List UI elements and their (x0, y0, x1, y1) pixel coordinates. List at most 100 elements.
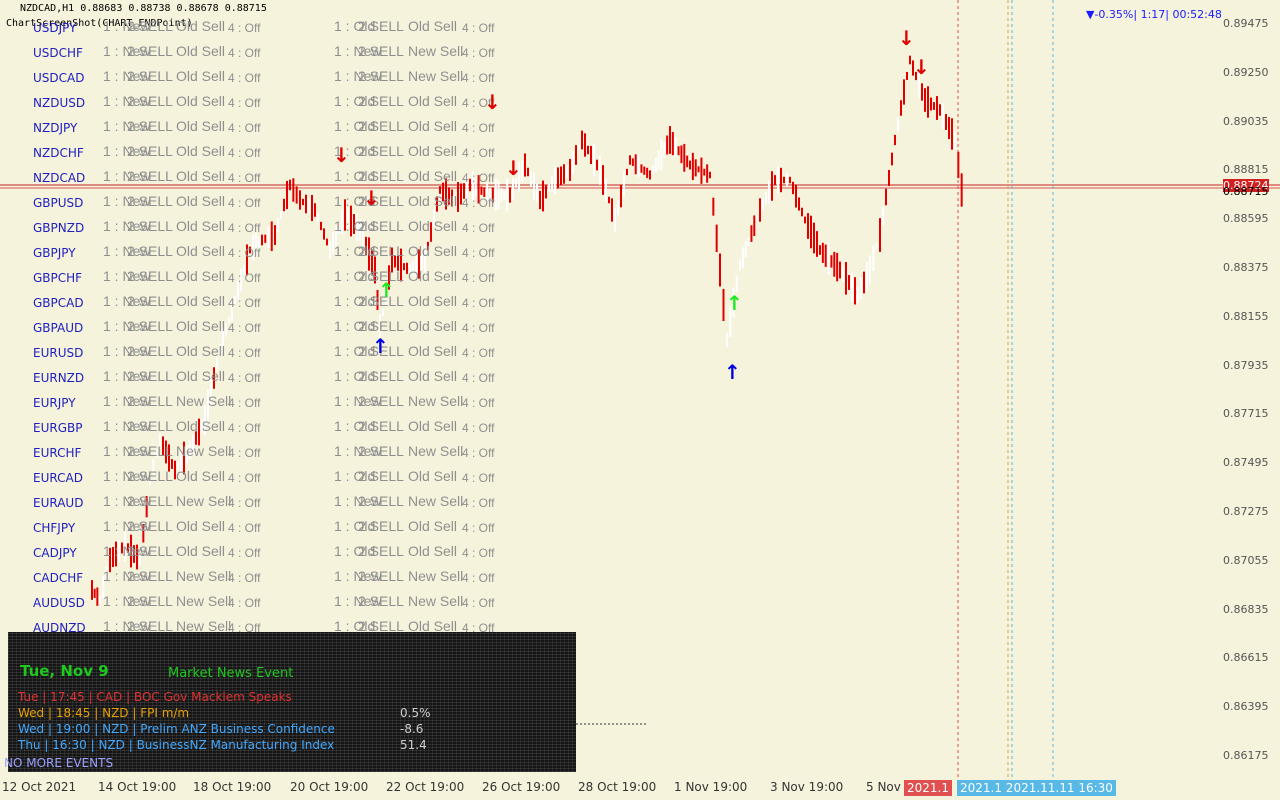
buy-arrow-icon: ↑ (372, 334, 389, 358)
pair-label[interactable]: EURCAD (33, 471, 83, 485)
pair-label[interactable]: EURGBP (33, 421, 83, 435)
time-tag-red: 2021.1 (904, 780, 952, 796)
spread-timer-readout: ▼-0.35%| 1:17| 00:52:48 (1086, 8, 1222, 21)
signal-cell: Old Sell (408, 343, 458, 359)
signal-cell: 1 : New (334, 43, 382, 59)
signal-cell: 2 SELL (127, 18, 173, 34)
signal-cell: 2 SELL (127, 168, 173, 184)
sell-arrow-icon: ↓ (505, 156, 522, 180)
signal-cell: 1 : Old (334, 143, 376, 159)
signal-cell: 2 SELL (127, 93, 173, 109)
time-tick: 22 Oct 19:00 (386, 780, 465, 794)
signal-cell: 2 SELL (358, 518, 404, 534)
signal-cell: 4 : Off (462, 171, 495, 185)
signal-cell: 1 : New (103, 468, 151, 484)
pair-label[interactable]: GBPUSD (33, 196, 84, 210)
pair-label[interactable]: USDJPY (33, 21, 77, 35)
signal-cell: New Sell (176, 593, 232, 609)
pair-label[interactable]: EURJPY (33, 396, 76, 410)
news-value: 51.4 (400, 738, 427, 752)
signal-cell: Old Sell (176, 168, 226, 184)
signal-cell: 2 SELL (127, 493, 173, 509)
signal-cell: 1 : New (103, 318, 151, 334)
pair-label[interactable]: USDCAD (33, 71, 85, 85)
signal-cell: 1 : New (103, 68, 151, 84)
signal-cell: New Sell (176, 618, 232, 634)
signal-cell: 1 : New (103, 293, 151, 309)
signal-cell: 1 : Old (334, 193, 376, 209)
signal-cell: 4 : Off (228, 496, 261, 510)
sell-arrow-icon: ↓ (484, 90, 501, 114)
pair-label[interactable]: EURCHF (33, 446, 82, 460)
signal-cell: 1 : New (103, 193, 151, 209)
signal-cell: 4 : Off (462, 246, 495, 260)
signal-cell: 1 : New (103, 118, 151, 134)
pair-label[interactable]: GBPAUD (33, 321, 84, 335)
signal-cell: 4 : Off (228, 71, 261, 85)
pair-label[interactable]: AUDNZD (33, 621, 86, 635)
news-row: Tue | 17:45 | CAD | BOC Gov Macklem Spea… (18, 690, 292, 704)
news-row: Wed | 18:45 | NZD | FPI m/m (18, 706, 190, 720)
signal-cell: Old Sell (176, 118, 226, 134)
signal-cell: 2 SELL (127, 368, 173, 384)
pair-label[interactable]: EURUSD (33, 346, 84, 360)
sell-arrow-icon: ↓ (898, 26, 915, 50)
pair-label[interactable]: NZDCHF (33, 146, 84, 160)
signal-cell: 2 SELL (127, 218, 173, 234)
pair-label[interactable]: NZDUSD (33, 96, 86, 110)
pair-label[interactable]: CHFJPY (33, 521, 76, 535)
signal-cell: 2 SELL (358, 218, 404, 234)
signal-cell: 1 : New (103, 418, 151, 434)
price-tick: 0.88155 (1223, 309, 1269, 323)
signal-cell: 2 SELL (358, 118, 404, 134)
pair-label[interactable]: EURAUD (33, 496, 84, 510)
signal-cell: New Sell (176, 443, 232, 459)
signal-cell: 4 : Off (228, 296, 261, 310)
pair-label[interactable]: GBPCHF (33, 271, 83, 285)
pair-label[interactable]: GBPJPY (33, 246, 76, 260)
signal-cell: 1 : Old (334, 468, 376, 484)
signal-cell: 4 : Off (462, 496, 495, 510)
pair-label[interactable]: NZDJPY (33, 121, 78, 135)
signal-cell: 4 : Off (462, 346, 495, 360)
signal-cell: 1 : Old (334, 118, 376, 134)
signal-cell: 4 : Off (462, 421, 495, 435)
signal-cell: 4 : Off (228, 246, 261, 260)
signal-cell: 4 : Off (462, 571, 495, 585)
signal-cell: 1 : New (334, 568, 382, 584)
current-price-label: 0.88715 (1223, 185, 1269, 198)
signal-cell: Old Sell (176, 518, 226, 534)
signal-cell: 2 SELL (358, 568, 404, 584)
pair-label[interactable]: AUDUSD (33, 596, 85, 610)
signal-cell: 4 : Off (228, 271, 261, 285)
signal-cell: 4 : Off (462, 371, 495, 385)
signal-cell: Old Sell (408, 143, 458, 159)
signal-cell: 1 : New (103, 268, 151, 284)
pair-label[interactable]: CADJPY (33, 546, 77, 560)
signal-cell: Old Sell (408, 93, 458, 109)
price-tick: 0.87275 (1223, 505, 1269, 518)
pair-label[interactable]: EURNZD (33, 371, 85, 385)
signal-cell: 1 : Old (334, 218, 376, 234)
signal-cell: 2 SELL (127, 593, 173, 609)
pair-label[interactable]: GBPCAD (33, 296, 84, 310)
signal-cell: 1 : New (103, 568, 151, 584)
signal-cell: Old Sell (176, 193, 226, 209)
sell-arrow-icon: ↓ (333, 143, 350, 167)
pair-label[interactable]: GBPNZD (33, 221, 85, 235)
pair-label[interactable]: USDCHF (33, 46, 83, 60)
signal-cell: 2 SELL (358, 143, 404, 159)
news-footer: NO MORE EVENTS (4, 756, 114, 770)
signal-cell: 1 : New (103, 393, 151, 409)
signal-cell: 4 : Off (462, 396, 495, 410)
signal-cell: 1 : Old (334, 418, 376, 434)
chart-title: NZDCAD,H1 0.88683 0.88738 0.88678 0.8871… (20, 3, 267, 14)
pair-label[interactable]: NZDCAD (33, 171, 86, 185)
signal-cell: 4 : Off (462, 196, 495, 210)
signal-cell: Old Sell (408, 118, 458, 134)
pair-label[interactable]: CADCHF (33, 571, 84, 585)
signal-cell: 2 SELL (358, 393, 404, 409)
signal-cell: New Sell (408, 393, 464, 409)
signal-cell: 2 SELL (127, 618, 173, 634)
